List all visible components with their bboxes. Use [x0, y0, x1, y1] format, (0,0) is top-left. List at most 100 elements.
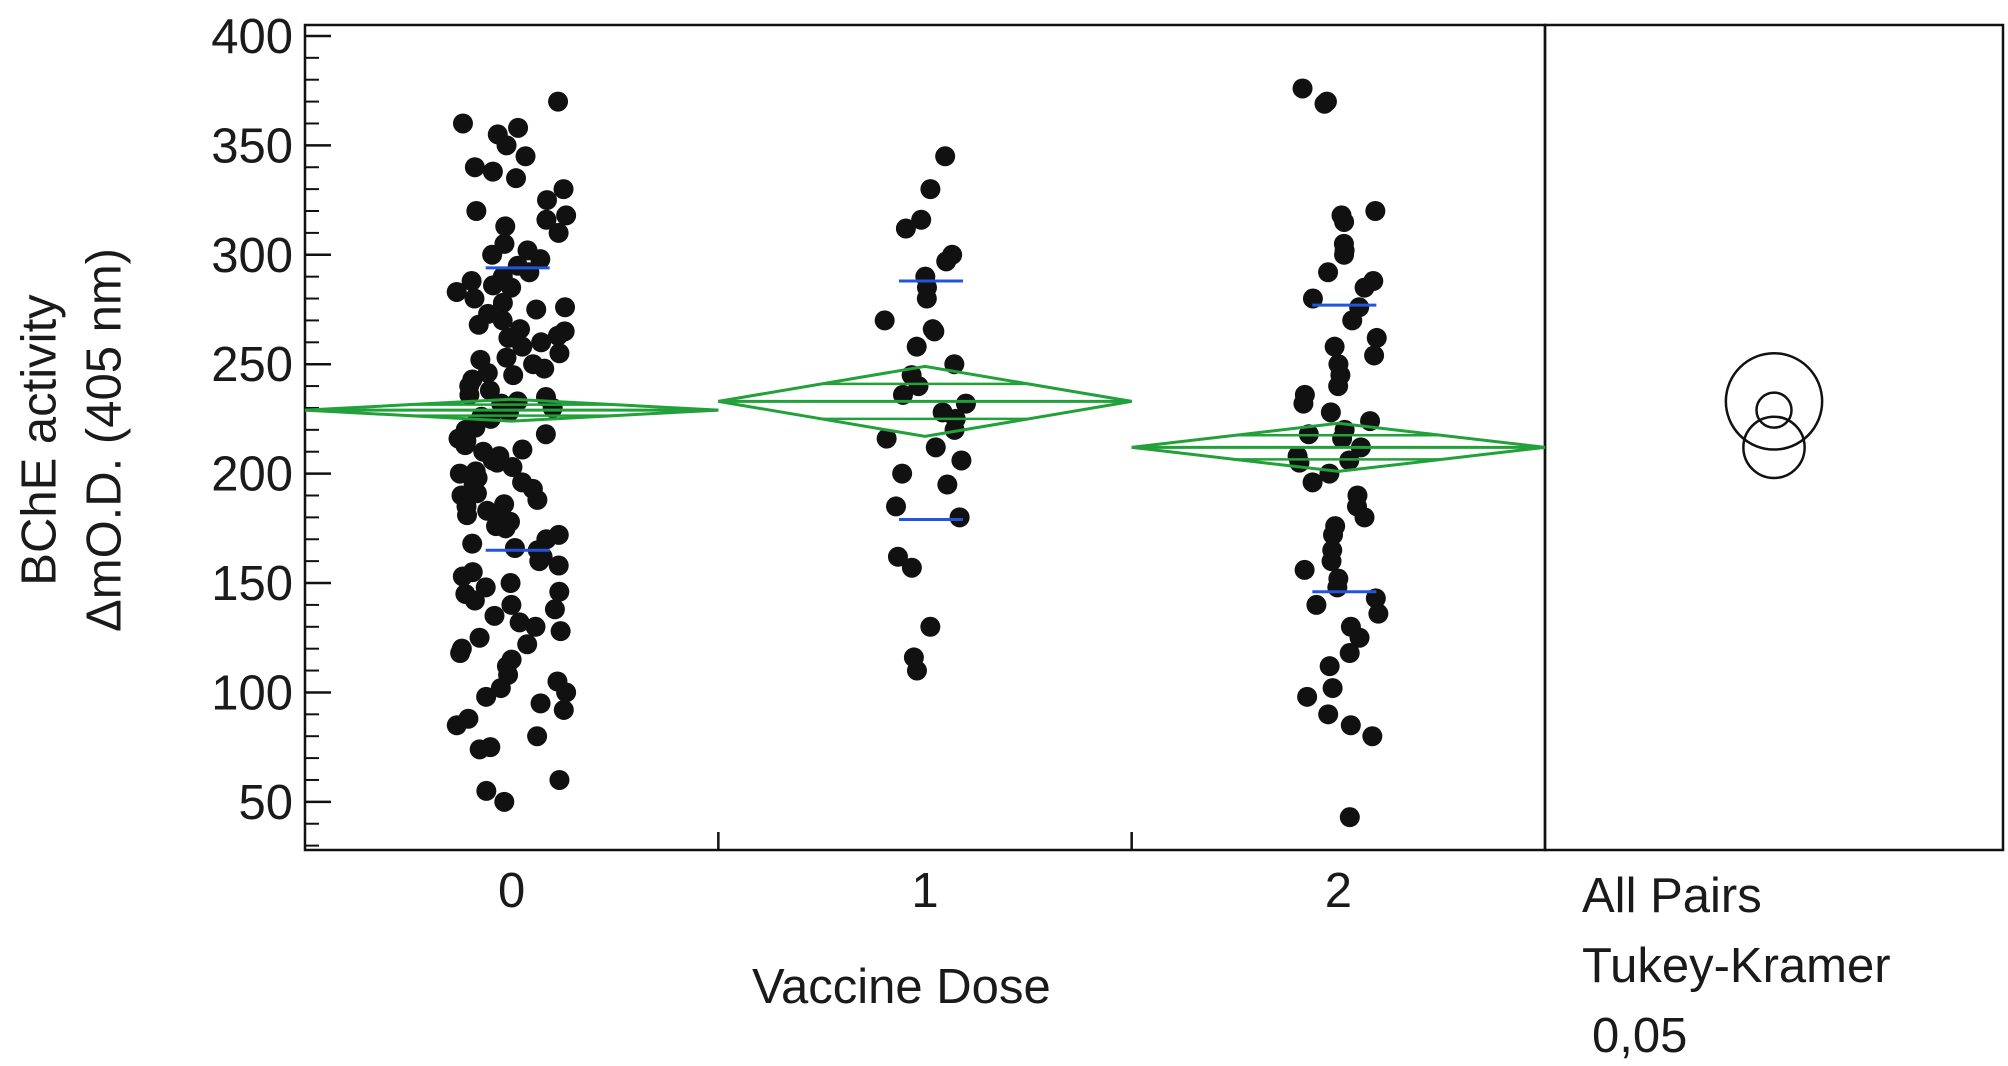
x-tick-label: 0 [498, 864, 525, 918]
data-point [449, 463, 470, 484]
data-point [527, 489, 548, 510]
data-point [547, 325, 568, 346]
data-point [1328, 376, 1349, 397]
data-point [916, 288, 937, 309]
data-point [466, 201, 487, 222]
data-point [482, 244, 503, 265]
data-point [526, 299, 547, 320]
data-point [490, 678, 511, 699]
data-point [1354, 507, 1375, 528]
data-point [1349, 627, 1370, 648]
data-point [1368, 603, 1389, 624]
data-point [920, 179, 941, 200]
data-point [549, 343, 570, 364]
data-point [951, 450, 972, 471]
data-point [876, 428, 897, 449]
data-point [529, 551, 550, 572]
data-point [515, 146, 536, 167]
data-point [911, 209, 932, 230]
data-point [476, 686, 497, 707]
data-point [1297, 686, 1318, 707]
data-point [502, 457, 523, 478]
data-point [935, 146, 956, 167]
data-point [452, 566, 473, 587]
data-point [1302, 288, 1323, 309]
y-axis-label-line1: BChE activity [12, 294, 67, 586]
data-point [479, 380, 500, 401]
data-point [464, 590, 485, 611]
data-point [527, 726, 548, 747]
data-point [1366, 327, 1387, 348]
y-tick-label: 250 [211, 338, 293, 392]
comparison-circle [1742, 415, 1806, 480]
data-point [519, 262, 540, 283]
data-point [512, 439, 533, 460]
data-point [457, 505, 478, 526]
data-point [495, 216, 516, 237]
data-point [908, 376, 929, 397]
y-tick-label: 100 [211, 666, 293, 720]
data-point [503, 365, 524, 386]
data-point [549, 769, 570, 790]
data-point [475, 577, 496, 598]
comparison-circle [1724, 351, 1824, 451]
data-point [550, 621, 571, 642]
data-point [536, 209, 557, 230]
data-point [556, 205, 577, 226]
data-point [450, 643, 471, 664]
data-point [1302, 472, 1323, 493]
data-point [1365, 201, 1386, 222]
data-point [469, 627, 490, 648]
x-axis-label: Vaccine Dose [752, 960, 1051, 1014]
data-point [512, 336, 533, 357]
data-point [476, 780, 497, 801]
data-point [525, 616, 546, 637]
data-point [455, 435, 476, 456]
data-point [936, 251, 957, 272]
data-point [495, 518, 516, 539]
data-point [531, 332, 552, 353]
data-point [1365, 588, 1386, 609]
data-point [1292, 78, 1313, 99]
data-point [498, 402, 519, 423]
data-point [530, 249, 551, 270]
data-point [944, 419, 965, 440]
data-point [492, 292, 513, 313]
data-point [494, 791, 515, 812]
data-point [874, 310, 895, 331]
data-point [920, 616, 941, 637]
data-point [924, 321, 945, 342]
data-point [548, 91, 569, 112]
data-point [1314, 93, 1335, 114]
comparison-panel-frame [1543, 23, 2005, 852]
data-point [1322, 678, 1343, 699]
data-point [496, 347, 517, 368]
data-point [553, 179, 574, 200]
x-tick-label: 1 [911, 864, 938, 918]
data-point [555, 297, 576, 318]
data-point [1293, 393, 1314, 414]
data-point [549, 581, 570, 602]
data-point [464, 157, 485, 178]
data-point [461, 271, 482, 292]
data-point [1318, 704, 1339, 725]
x-tick-label: 2 [1325, 864, 1352, 918]
data-point [1318, 262, 1339, 283]
data-point [895, 218, 916, 239]
data-point [501, 594, 522, 615]
data-point [925, 437, 946, 458]
data-point [1334, 211, 1355, 232]
data-point [1339, 643, 1360, 664]
data-point [536, 190, 557, 211]
data-point [1364, 345, 1385, 366]
data-point [906, 660, 927, 681]
data-point [556, 682, 577, 703]
data-point [468, 314, 489, 335]
comparison-label-alpha: 0,05 [1592, 1009, 1688, 1063]
data-point [464, 288, 485, 309]
data-point [1340, 715, 1361, 736]
data-point [508, 117, 529, 138]
data-point [1362, 726, 1383, 747]
data-point [496, 135, 517, 156]
